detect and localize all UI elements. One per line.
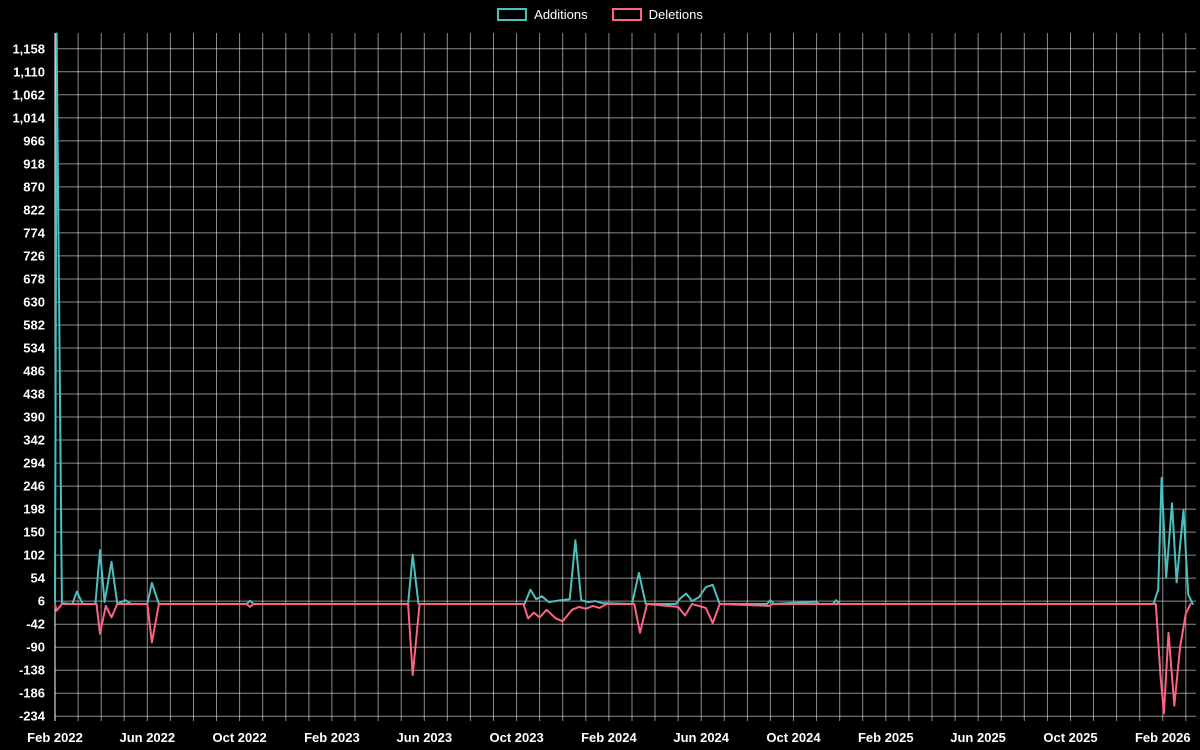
x-axis-tick-label: Feb 2024 [581,730,637,745]
x-axis-tick-label: Oct 2025 [1043,730,1097,745]
y-axis-tick-label: 726 [23,248,45,263]
legend-item-additions[interactable]: Additions [497,7,588,22]
y-axis-tick-label: 1,158 [12,41,45,56]
y-axis-tick-label: 6 [38,594,45,609]
y-axis-tick-label: 534 [23,341,45,356]
y-axis-tick-label: 390 [23,410,45,425]
x-axis-tick-label: Feb 2023 [304,730,360,745]
y-axis-tick-label: 486 [23,364,45,379]
x-axis-tick-label: Oct 2023 [489,730,543,745]
x-axis-tick-label: Jun 2023 [396,730,452,745]
y-axis-tick-label: -138 [19,663,45,678]
y-axis-tick-label: 1,062 [12,87,45,102]
legend-item-deletions[interactable]: Deletions [611,7,703,22]
y-axis-tick-label: 150 [23,525,45,540]
x-axis-tick-label: Oct 2024 [766,730,821,745]
y-axis-tick-label: 966 [23,133,45,148]
x-axis-tick-label: Jun 2024 [673,730,729,745]
y-axis-tick-label: 918 [23,156,45,171]
y-axis-tick-label: 198 [23,502,45,517]
y-axis-tick-label: 342 [23,433,45,448]
y-axis-tick-label: 582 [23,318,45,333]
y-axis-tick-label: 246 [23,479,45,494]
y-axis-tick-label: -234 [19,709,46,724]
x-axis-tick-label: Jun 2025 [950,730,1006,745]
deletions-line [54,603,1192,715]
y-axis-tick-label: 294 [23,456,45,471]
additions-swatch-icon [497,8,528,21]
y-axis-tick-label: 774 [23,225,45,240]
y-axis-tick-label: 822 [23,202,45,217]
legend-label-deletions: Deletions [648,7,703,22]
legend-label-additions: Additions [534,7,588,22]
y-axis-tick-label: 102 [23,548,45,563]
y-axis-tick-label: 1,110 [13,64,45,79]
y-axis-tick-label: 678 [23,272,45,287]
y-axis-tick-label: -186 [19,686,45,701]
x-axis-tick-label: Oct 2022 [212,730,266,745]
deletions-swatch-icon [611,8,642,21]
x-axis-tick-label: Feb 2022 [27,730,83,745]
additions-line [54,32,1194,605]
y-axis-tick-label: 54 [31,571,46,586]
y-axis-tick-label: 1,014 [12,110,45,125]
chart-legend: Additions Deletions [0,7,1200,22]
x-axis-tick-label: Jun 2022 [119,730,175,745]
y-axis-tick-label: -90 [26,640,45,655]
x-axis-tick-label: Feb 2025 [858,730,914,745]
y-axis-tick-label: 438 [23,387,45,402]
y-axis-tick-label: -42 [26,617,45,632]
y-axis-tick-label: 870 [23,179,45,194]
y-axis-tick-label: 630 [23,295,45,310]
x-axis-tick-label: Feb 2026 [1135,730,1191,745]
